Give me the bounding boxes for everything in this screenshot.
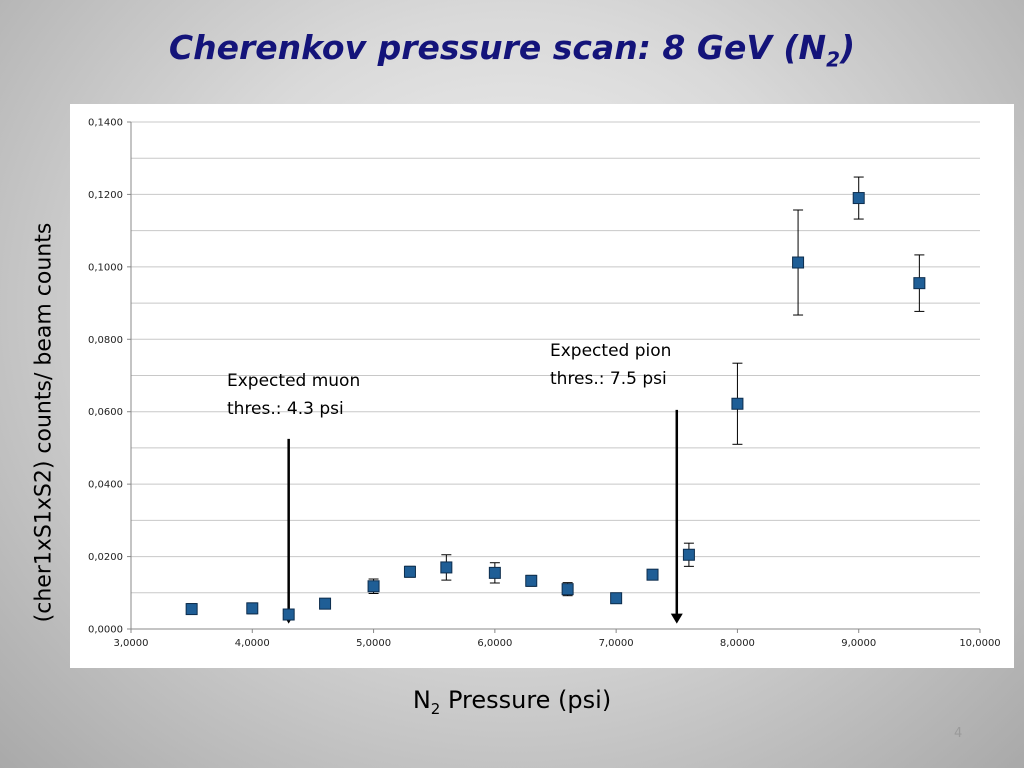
x-tick-label: 8,0000 [720,638,755,649]
y-tick-label: 0,1400 [88,118,123,129]
y-tick-label: 0,0600 [88,407,123,418]
x-tick-label: 3,0000 [114,638,149,649]
x-axis-title: N2 Pressure (psi) [0,686,1024,718]
data-point [185,603,198,616]
y-tick-label: 0,0400 [88,480,123,491]
data-point [319,597,332,610]
slide-title-subscript: 2 [826,47,840,72]
y-tick-label: 0,1000 [88,262,123,273]
data-point [282,608,295,621]
x-axis-title-subscript: 2 [430,699,441,718]
x-tick-label: 4,0000 [235,638,270,649]
data-point [440,561,453,574]
slide-title-text: Cherenkov pressure scan: 8 GeV (N [168,28,827,67]
pion-annotation-line2: thres.: 7.5 psi [550,369,667,389]
data-point [731,397,744,410]
x-axis-title-rest: Pressure (psi) [440,686,612,714]
scatter-chart: 0,0000 0,0200 0,0400 0,0600 0,0800 0,1000 0,12… [88,118,1001,650]
data-point [525,574,538,587]
y-axis-title: (cher1xS1xS2) counts/ beam counts [31,222,57,623]
data-point [488,566,501,579]
x-tick-label: 7,0000 [599,638,634,649]
x-tick-label: 5,0000 [356,638,391,649]
data-point [646,568,659,581]
y-tick-label: 0,1200 [88,190,123,201]
threshold-arrow-head [670,613,683,624]
data-point [367,580,380,593]
data-point [610,592,623,605]
slide-title-close: ) [840,28,856,67]
slide-title: Cherenkov pressure scan: 8 GeV (N2) [0,28,1024,72]
muon-annotation-line1: Expected muon [227,371,361,391]
data-point [561,583,574,596]
muon-threshold-annotation: Expected muon thres.: 4.3 psi [227,367,360,423]
pion-threshold-annotation: Expected pion thres.: 7.5 psi [550,337,671,393]
y-tick-label: 0,0200 [88,552,123,563]
chart-panel: 0,0000 0,0200 0,0400 0,0600 0,0800 0,1000 0,12… [70,104,1014,668]
x-axis-title-main: N [412,686,431,714]
muon-annotation-line2: thres.: 4.3 psi [227,399,344,419]
y-tick-label: 0,0800 [88,335,123,346]
data-point [682,548,695,561]
data-point [403,565,416,578]
data-point [913,277,926,290]
data-point [852,192,865,205]
data-point [792,256,805,269]
x-tick-label: 10,0000 [959,638,1000,649]
pion-annotation-line1: Expected pion [550,341,672,361]
y-tick-label: 0,0000 [88,625,123,636]
data-point [246,602,259,615]
x-tick-label: 9,0000 [841,638,876,649]
page-number: 4 [954,726,963,741]
x-tick-label: 6,0000 [477,638,512,649]
